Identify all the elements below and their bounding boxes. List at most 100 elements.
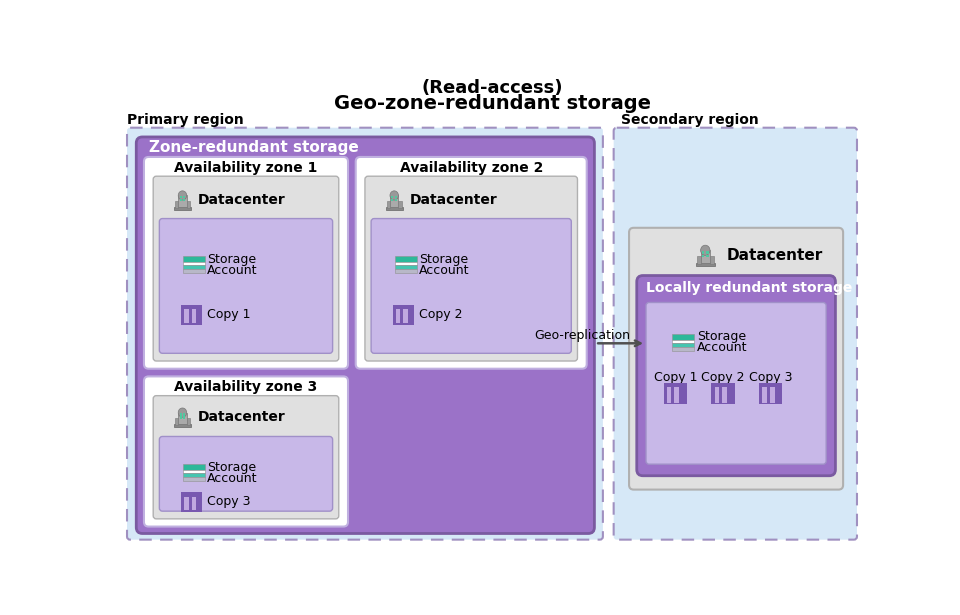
Bar: [711, 386, 734, 404]
Bar: [710, 256, 713, 264]
Text: Geo-replication: Geo-replication: [535, 329, 631, 342]
Bar: [707, 251, 708, 253]
Text: Datacenter: Datacenter: [198, 410, 286, 424]
FancyBboxPatch shape: [636, 276, 835, 476]
Bar: [174, 207, 191, 210]
Bar: [395, 263, 417, 265]
FancyBboxPatch shape: [365, 177, 578, 361]
Text: Locally redundant storage: Locally redundant storage: [646, 281, 852, 295]
Text: Copy 3: Copy 3: [207, 496, 251, 509]
FancyBboxPatch shape: [372, 218, 571, 353]
Bar: [714, 387, 719, 403]
Bar: [395, 269, 417, 273]
Text: Datacenter: Datacenter: [727, 248, 823, 263]
Text: (Read-access): (Read-access): [421, 79, 563, 97]
FancyBboxPatch shape: [159, 437, 332, 511]
Text: Copy 3: Copy 3: [749, 371, 793, 384]
Bar: [770, 387, 775, 403]
Text: Zone-redundant storage: Zone-redundant storage: [150, 140, 359, 155]
Bar: [183, 269, 204, 273]
Bar: [180, 495, 203, 512]
FancyBboxPatch shape: [136, 137, 594, 533]
Bar: [396, 309, 400, 323]
Bar: [667, 387, 671, 403]
Bar: [722, 387, 727, 403]
Bar: [762, 387, 767, 403]
Bar: [180, 416, 181, 419]
Bar: [183, 477, 204, 481]
Bar: [696, 263, 714, 266]
Text: Secondary region: Secondary region: [621, 113, 759, 127]
FancyBboxPatch shape: [144, 376, 348, 526]
Bar: [192, 496, 196, 510]
Text: Datacenter: Datacenter: [198, 193, 286, 207]
Bar: [395, 199, 397, 202]
Bar: [707, 255, 708, 257]
FancyBboxPatch shape: [613, 128, 857, 539]
Text: Primary region: Primary region: [127, 113, 244, 127]
Bar: [392, 199, 394, 202]
Bar: [395, 256, 417, 263]
FancyBboxPatch shape: [154, 177, 339, 361]
Text: Account: Account: [419, 264, 469, 277]
FancyBboxPatch shape: [154, 395, 339, 519]
Bar: [672, 334, 694, 340]
Bar: [392, 196, 394, 199]
Text: Copy 1: Copy 1: [654, 371, 697, 384]
Bar: [179, 413, 186, 424]
Bar: [702, 251, 705, 253]
Bar: [175, 418, 179, 425]
Ellipse shape: [390, 191, 398, 200]
Text: Account: Account: [697, 341, 747, 354]
Bar: [180, 308, 203, 325]
Bar: [393, 305, 414, 308]
Bar: [711, 383, 734, 386]
Bar: [759, 383, 782, 386]
Text: Storage: Storage: [207, 461, 256, 474]
Bar: [702, 255, 705, 257]
Bar: [186, 201, 190, 208]
Bar: [663, 386, 686, 404]
Bar: [183, 256, 204, 263]
Text: Availability zone 3: Availability zone 3: [175, 380, 318, 394]
Bar: [663, 383, 686, 386]
FancyBboxPatch shape: [127, 128, 603, 539]
Bar: [398, 201, 402, 208]
Bar: [183, 464, 204, 470]
Text: Storage: Storage: [697, 330, 746, 343]
Ellipse shape: [179, 408, 186, 417]
Bar: [180, 413, 181, 416]
Text: Datacenter: Datacenter: [410, 193, 497, 207]
Text: Geo-zone-redundant storage: Geo-zone-redundant storage: [333, 93, 651, 113]
Bar: [180, 305, 203, 308]
Bar: [186, 418, 190, 425]
Text: Account: Account: [207, 472, 257, 485]
Bar: [387, 201, 390, 208]
Bar: [697, 256, 701, 264]
Bar: [675, 387, 679, 403]
Text: Availability zone 2: Availability zone 2: [399, 161, 543, 175]
Bar: [183, 263, 204, 265]
Text: Copy 1: Copy 1: [207, 308, 251, 321]
Bar: [183, 416, 185, 419]
Bar: [192, 309, 196, 323]
FancyBboxPatch shape: [646, 303, 827, 464]
Text: Availability zone 1: Availability zone 1: [175, 161, 318, 175]
Bar: [184, 496, 188, 510]
Bar: [672, 340, 694, 343]
Bar: [403, 309, 408, 323]
Bar: [184, 309, 188, 323]
Text: Copy 2: Copy 2: [419, 308, 463, 321]
Bar: [174, 424, 191, 427]
Bar: [390, 196, 398, 207]
Bar: [180, 196, 181, 199]
Bar: [701, 250, 710, 263]
Ellipse shape: [701, 245, 710, 255]
FancyBboxPatch shape: [356, 157, 587, 369]
Bar: [759, 386, 782, 404]
FancyBboxPatch shape: [144, 157, 348, 369]
Bar: [183, 413, 185, 416]
Bar: [672, 343, 694, 347]
Bar: [395, 196, 397, 199]
Bar: [183, 196, 185, 199]
